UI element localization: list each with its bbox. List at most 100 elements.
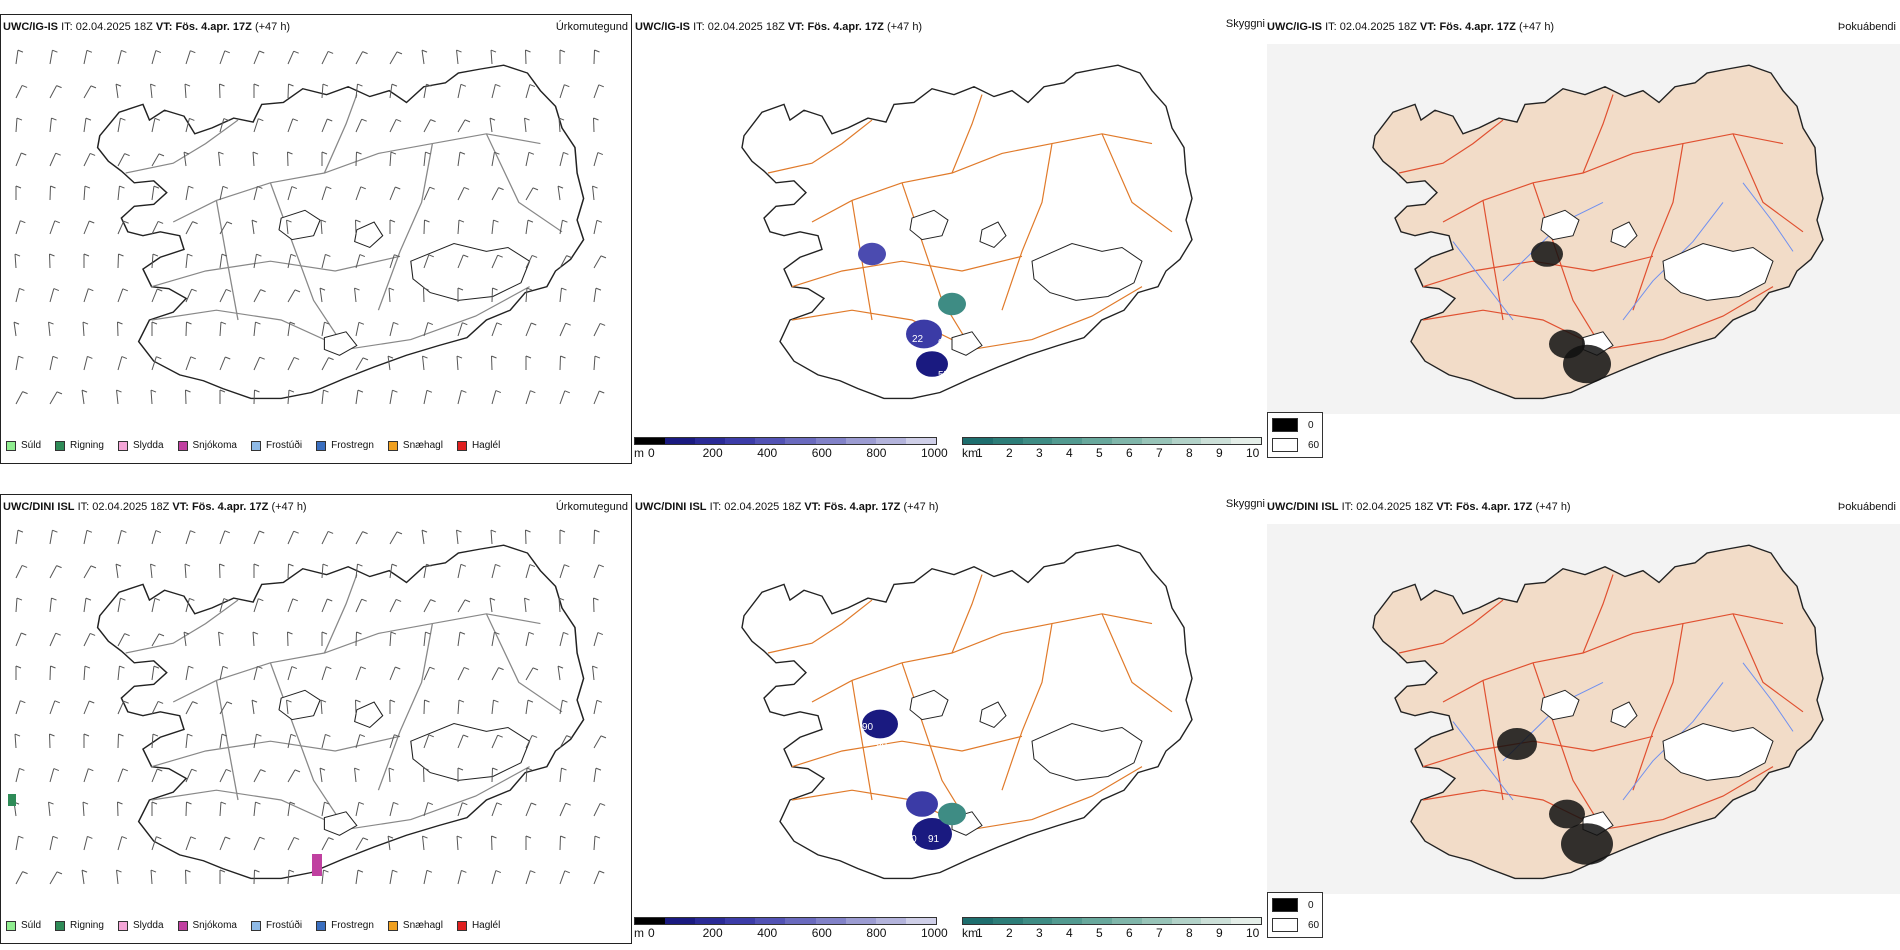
- wind-barb: [593, 632, 604, 647]
- wind-barb: [525, 355, 532, 370]
- wind-barb: [525, 187, 539, 201]
- wind-barb: [593, 767, 602, 783]
- colorbar-segment: [635, 918, 666, 924]
- rain-area: [8, 794, 16, 806]
- wind-barb: [287, 389, 295, 405]
- wind-barb: [185, 50, 196, 65]
- colorbar-segment: [1201, 438, 1232, 444]
- colorbar-tick: 3: [1036, 926, 1043, 940]
- wind-barb: [321, 357, 334, 371]
- colorbar-tick: 800: [866, 926, 887, 940]
- vt-value: Fös. 4.apr. 17Z: [191, 501, 269, 513]
- legend-swatch: [316, 440, 327, 451]
- vt-value: Fös. 4.apr. 17Z: [807, 21, 884, 33]
- wind-barb: [491, 322, 502, 337]
- wind-barb: [593, 84, 604, 99]
- wind-barb: [287, 118, 298, 133]
- wind-barb: [253, 563, 260, 578]
- colorbar-tick: 6: [1126, 926, 1133, 940]
- vt-label: VT:: [155, 21, 173, 33]
- wind-barb: [49, 565, 62, 579]
- wind-barb: [423, 599, 436, 613]
- road-line: [1732, 133, 1804, 233]
- wind-barb: [559, 84, 570, 99]
- wind-barb: [491, 355, 497, 371]
- wind-barb: [116, 389, 122, 405]
- road-line: [1582, 94, 1614, 174]
- wind-barb: [525, 631, 535, 647]
- wind-barb: [219, 530, 230, 545]
- wind-barb: [559, 355, 566, 371]
- snow-area: [312, 854, 322, 876]
- wind-barb: [592, 185, 598, 201]
- wind-barb: [321, 530, 334, 545]
- wind-barb: [286, 699, 292, 715]
- wind-barb: [423, 699, 430, 715]
- wind-barb: [117, 117, 126, 133]
- wind-barb: [151, 185, 160, 201]
- row-1: UWC/IG-IS IT: 02.04.2025 18Z VT: Fös. 4.…: [0, 0, 1900, 470]
- colorbar-tick: 1000: [921, 446, 948, 460]
- glacier-outline: [979, 701, 1007, 729]
- visibility-value: 57: [938, 370, 950, 381]
- wind-barb: [456, 355, 463, 371]
- sky-map: 97 22 98 57: [741, 64, 1193, 400]
- colorbar-segment: [905, 918, 936, 924]
- colorbar-tick: 2: [1006, 446, 1013, 460]
- wind-barb: [115, 83, 122, 99]
- wind-barb: [287, 631, 293, 647]
- wind-barb: [83, 733, 90, 748]
- wind-barb: [15, 597, 23, 613]
- wind-barb: [49, 85, 62, 99]
- it-value: 02.04.2025 18Z: [1356, 501, 1434, 513]
- colorbar-segment: [992, 438, 1023, 444]
- wind-barb: [490, 529, 497, 545]
- wind-barb: [593, 835, 601, 851]
- colorbar-unit: m: [634, 926, 644, 940]
- wind-barb: [150, 389, 157, 405]
- wind-barb: [321, 118, 333, 133]
- wind-barb: [83, 565, 97, 579]
- wind-barb: [423, 666, 435, 681]
- legend-swatch: [177, 440, 188, 451]
- colorbar-tick: 0: [648, 926, 655, 940]
- wind-barb: [559, 529, 566, 544]
- wind-barb: [185, 389, 191, 405]
- fog-map: [1267, 44, 1900, 414]
- legend-item: Súld: [6, 440, 41, 451]
- it-label: IT:: [1325, 21, 1337, 33]
- precip-header: UWC/DINI ISL IT: 02.04.2025 18Z VT: Fös.…: [3, 501, 307, 513]
- visibility-value: 59: [932, 880, 944, 891]
- wind-barb: [319, 767, 326, 783]
- low-cloud-area: [912, 818, 952, 850]
- colorbar-tick: 400: [757, 926, 778, 940]
- legend-swatch: [387, 440, 398, 451]
- fog-legend-label: 60: [1308, 439, 1320, 451]
- wind-barb: [15, 632, 27, 647]
- wind-barb: [423, 151, 431, 167]
- colorbar-tick: 1: [976, 926, 983, 940]
- road-line: [1632, 623, 1684, 791]
- wind-barb: [593, 870, 605, 885]
- iceland-map: [96, 64, 585, 400]
- wind-barb: [151, 836, 162, 851]
- wind-barb: [593, 735, 607, 749]
- wind-barb: [457, 322, 468, 337]
- cloud-base-colorbar: [634, 917, 937, 925]
- wind-barb: [117, 768, 128, 783]
- wind-barb: [321, 666, 332, 681]
- wind-barb: [185, 221, 198, 235]
- lead-time: (+47 h): [903, 501, 939, 513]
- it-label: IT:: [77, 501, 90, 513]
- wind-barb: [389, 563, 398, 579]
- legend-swatch: [117, 920, 128, 931]
- road-line: [1732, 613, 1804, 713]
- vt-label: VT:: [804, 501, 821, 513]
- wind-barb: [287, 186, 298, 201]
- legend-label: Slydda: [132, 440, 164, 451]
- wind-barb: [253, 321, 261, 337]
- wind-barb: [117, 597, 126, 613]
- river-line: [1452, 721, 1514, 801]
- wind-barb: [593, 255, 607, 269]
- wind-barb: [83, 665, 91, 681]
